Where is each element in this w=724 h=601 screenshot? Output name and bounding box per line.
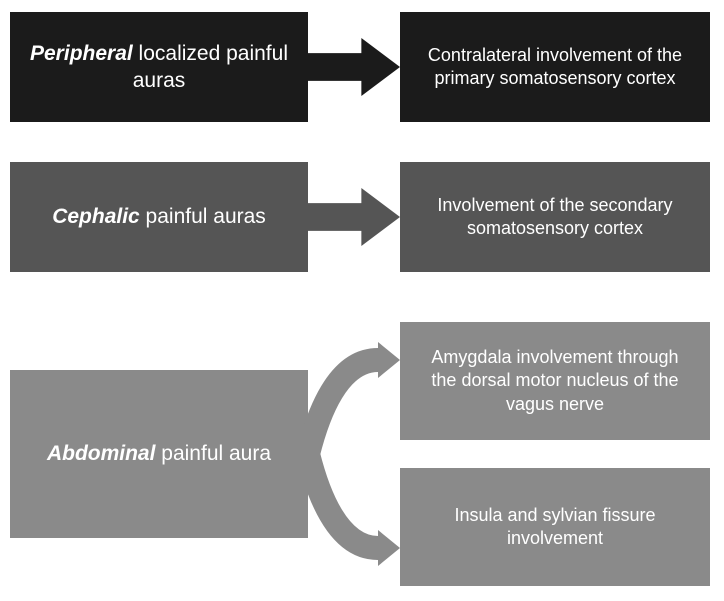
row3-right-box-0: Amygdala involvement through the dorsal …	[400, 322, 710, 440]
row3-right-text-1: Insula and sylvian fissure involvement	[420, 504, 690, 551]
row2-right-text-0: Involvement of the secondary somatosenso…	[420, 194, 690, 241]
row1-left-emph: Peripheral	[30, 42, 133, 65]
row2-right-box-0: Involvement of the secondary somatosenso…	[400, 162, 710, 272]
row3-split-arrow	[302, 336, 402, 572]
row3-right-box-1: Insula and sylvian fissure involvement	[400, 468, 710, 586]
row2-left-rest: painful auras	[140, 205, 266, 228]
row2-left-label: Cephalic painful auras	[52, 203, 266, 230]
row3-left-emph: Abdominal	[47, 442, 156, 465]
row2-left-emph: Cephalic	[52, 205, 140, 228]
row3-left-rest: painful aura	[155, 442, 271, 465]
row3-left-label: Abdominal painful aura	[47, 440, 271, 467]
row1-left-rest: localized painful auras	[133, 42, 288, 92]
row1-left-label: Peripheral localized painful auras	[30, 40, 288, 95]
row1-left-box: Peripheral localized painful auras	[10, 12, 308, 122]
row1-right-box-0: Contralateral involvement of the primary…	[400, 12, 710, 122]
row3-left-box: Abdominal painful aura	[10, 370, 308, 538]
row2-left-box: Cephalic painful auras	[10, 162, 308, 272]
row1-arrow	[308, 38, 400, 96]
row1-right-text-0: Contralateral involvement of the primary…	[420, 44, 690, 91]
row2-arrow	[308, 188, 400, 246]
row3-right-text-0: Amygdala involvement through the dorsal …	[420, 346, 690, 416]
